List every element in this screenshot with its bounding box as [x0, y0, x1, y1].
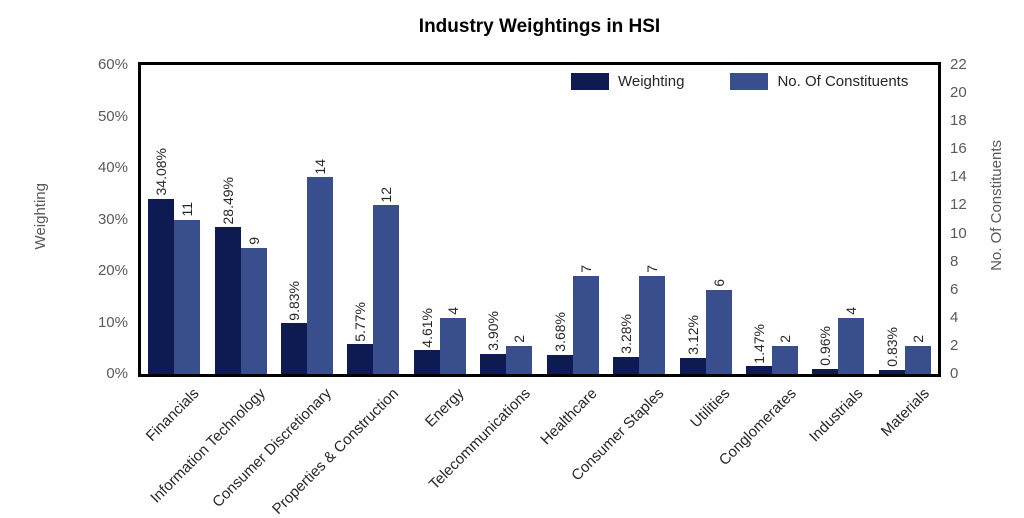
value-label-no-of-constituents-energy: 4: [444, 307, 461, 315]
bar-no-of-constituents-financials: [174, 219, 201, 374]
left-axis-tick-40: 40%: [97, 159, 128, 176]
left-axis-tick-60: 60%: [97, 56, 128, 73]
bar-no-of-constituents-consumer-discretionary: [307, 177, 334, 374]
chart-title: Industry Weightings in HSI: [418, 16, 661, 37]
bar-no-of-constituents-materials: [904, 345, 931, 374]
right-axis-tick-6: 6: [950, 280, 959, 298]
left-axis-title: Weighting: [32, 183, 49, 250]
legend-swatch-weighting: [571, 73, 609, 90]
left-axis-tick-10: 10%: [97, 313, 128, 331]
bar-weighting-industrials: [812, 369, 839, 374]
bar-no-of-constituents-information-technology: [240, 247, 267, 374]
bar-weighting-utilities: [679, 357, 706, 374]
value-label-no-of-constituents-conglomerates: 2: [776, 335, 793, 343]
bar-weighting-materials: [878, 369, 905, 374]
bar-weighting-information-technology: [214, 227, 241, 374]
right-axis-tick-0: 0: [950, 365, 959, 382]
value-label-weighting-properties-construction: 5.77%: [352, 301, 369, 342]
category-label-properties-construction: Properties & Construction: [268, 385, 402, 518]
bar-weighting-telecommunications: [480, 353, 507, 374]
value-label-no-of-constituents-utilities: 6: [710, 278, 727, 287]
bar-weighting-conglomerates: [745, 366, 772, 374]
left-axis-tick-20: 20%: [97, 262, 128, 279]
value-label-no-of-constituents-materials: 2: [909, 335, 926, 343]
bar-no-of-constituents-energy: [439, 317, 466, 374]
right-axis-tick-10: 10: [950, 224, 967, 242]
right-axis-tick-12: 12: [950, 196, 967, 214]
bar-weighting-financials: [148, 198, 175, 374]
legend-item-weighting: Weighting: [571, 73, 684, 90]
legend-item-constituents: No. Of Constituents: [730, 73, 908, 90]
bar-no-of-constituents-utilities: [705, 289, 732, 374]
value-label-weighting-industrials: 0.96%: [817, 326, 834, 367]
value-label-no-of-constituents-consumer-discretionary: 14: [312, 158, 329, 175]
category-label-healthcare: Healthcare: [537, 385, 601, 449]
value-label-no-of-constituents-properties-construction: 12: [378, 186, 395, 203]
category-label-information-technology: Information Technology: [147, 385, 269, 507]
bar-no-of-constituents-conglomerates: [771, 345, 798, 374]
legend-label-constituents: No. Of Constituents: [777, 73, 909, 90]
left-axis-tick-0: 0%: [106, 365, 128, 382]
bar-weighting-energy: [413, 350, 440, 374]
value-label-no-of-constituents-telecommunications: 2: [511, 335, 528, 343]
bar-weighting-properties-construction: [347, 344, 374, 374]
category-label-materials: Materials: [877, 385, 933, 441]
category-label-consumer-discretionary: Consumer Discretionary: [209, 385, 336, 511]
value-label-weighting-materials: 0.83%: [883, 327, 900, 367]
legend-label-weighting: Weighting: [618, 73, 685, 90]
plot-area: Weighting No. Of Constituents: [138, 62, 941, 377]
value-label-weighting-consumer-staples: 3.28%: [618, 314, 635, 355]
legend-swatch-constituents: [730, 73, 769, 90]
category-label-industrials: Industrials: [806, 385, 867, 446]
value-label-no-of-constituents-industrials: 4: [843, 307, 860, 315]
bar-weighting-healthcare: [546, 355, 573, 374]
bar-no-of-constituents-healthcare: [572, 275, 599, 374]
right-axis-tick-20: 20: [950, 84, 967, 102]
value-label-no-of-constituents-consumer-staples: 7: [644, 264, 661, 273]
left-axis-tick-30: 30%: [97, 210, 128, 228]
right-axis-title: No. Of Constituents: [988, 140, 1005, 271]
category-label-utilities: Utilities: [687, 385, 734, 432]
bar-weighting-consumer-discretionary: [281, 323, 308, 374]
right-axis-tick-2: 2: [950, 336, 959, 354]
bar-weighting-consumer-staples: [613, 357, 640, 374]
right-axis-tick-16: 16: [950, 140, 967, 158]
category-label-energy: Energy: [422, 385, 468, 431]
value-label-weighting-utilities: 3.12%: [684, 315, 701, 355]
right-axis-tick-14: 14: [950, 168, 967, 186]
value-label-no-of-constituents-information-technology: 9: [245, 236, 262, 245]
value-label-weighting-telecommunications: 3.90%: [485, 311, 502, 351]
value-label-weighting-energy: 4.61%: [418, 307, 435, 348]
bar-no-of-constituents-properties-construction: [373, 205, 400, 374]
left-axis-tick-50: 50%: [97, 107, 128, 125]
value-label-weighting-conglomerates: 1.47%: [750, 323, 767, 364]
value-label-weighting-financials: 34.08%: [153, 148, 170, 196]
right-axis-tick-18: 18: [950, 112, 967, 130]
value-label-no-of-constituents-financials: 11: [179, 201, 196, 217]
value-label-no-of-constituents-healthcare: 7: [577, 264, 594, 273]
bar-no-of-constituents-consumer-staples: [639, 275, 666, 374]
bar-no-of-constituents-telecommunications: [506, 345, 533, 374]
right-axis-tick-22: 22: [950, 56, 967, 73]
right-axis-tick-8: 8: [950, 252, 959, 270]
chart-legend: Weighting No. Of Constituents: [571, 73, 908, 90]
value-label-weighting-consumer-discretionary: 9.83%: [286, 280, 303, 321]
bar-no-of-constituents-industrials: [838, 317, 865, 374]
category-label-financials: Financials: [142, 385, 203, 445]
value-label-weighting-healthcare: 3.68%: [551, 312, 568, 353]
value-label-weighting-information-technology: 28.49%: [219, 176, 236, 225]
right-axis-tick-4: 4: [950, 308, 959, 326]
